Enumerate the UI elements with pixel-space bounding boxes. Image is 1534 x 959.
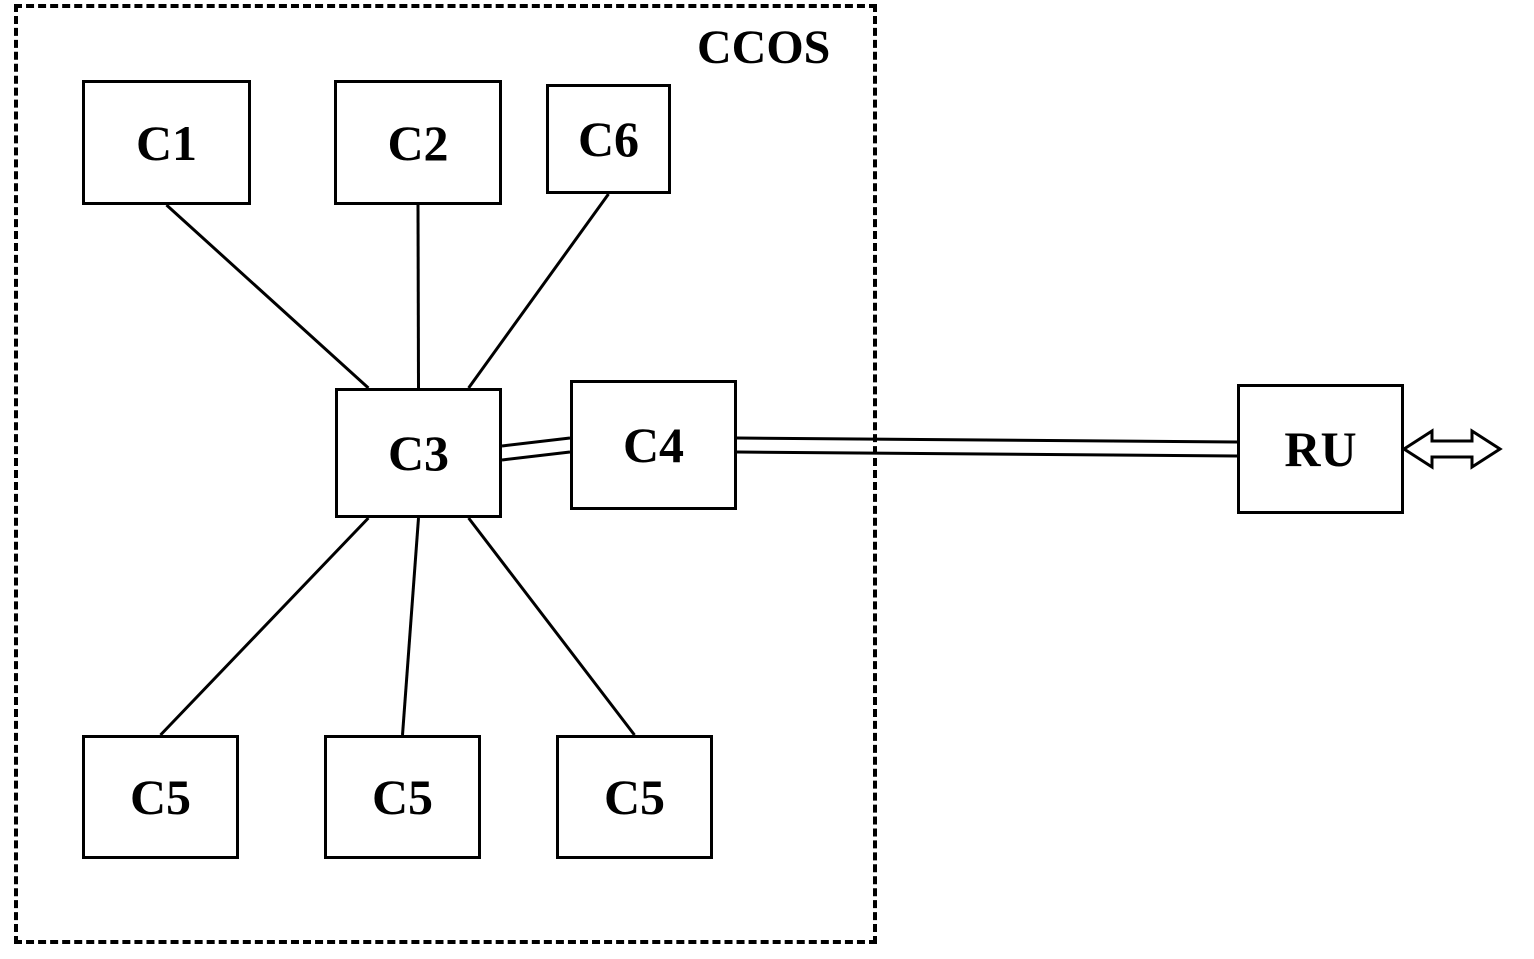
node-c2: C2: [334, 80, 502, 205]
node-c4: C4: [570, 380, 737, 510]
node-c6: C6: [546, 84, 671, 194]
node-c3-label: C3: [388, 424, 449, 482]
node-c5a: C5: [82, 735, 239, 859]
node-c6-label: C6: [578, 110, 639, 168]
node-c5c-label: C5: [604, 768, 665, 826]
node-c4-label: C4: [623, 416, 684, 474]
node-c5b: C5: [324, 735, 481, 859]
node-c5b-label: C5: [372, 768, 433, 826]
node-c5c: C5: [556, 735, 713, 859]
ccos-label: CCOS: [697, 20, 857, 75]
node-ru: RU: [1237, 384, 1404, 514]
node-c2-label: C2: [387, 114, 448, 172]
node-c5a-label: C5: [130, 768, 191, 826]
node-c1-label: C1: [136, 114, 197, 172]
node-c3: C3: [335, 388, 502, 518]
node-c1: C1: [82, 80, 251, 205]
node-ru-label: RU: [1284, 420, 1356, 478]
diagram-canvas: CCOS C1 C2 C6 C3 C4 C5 C5 C5 RU: [0, 0, 1534, 959]
